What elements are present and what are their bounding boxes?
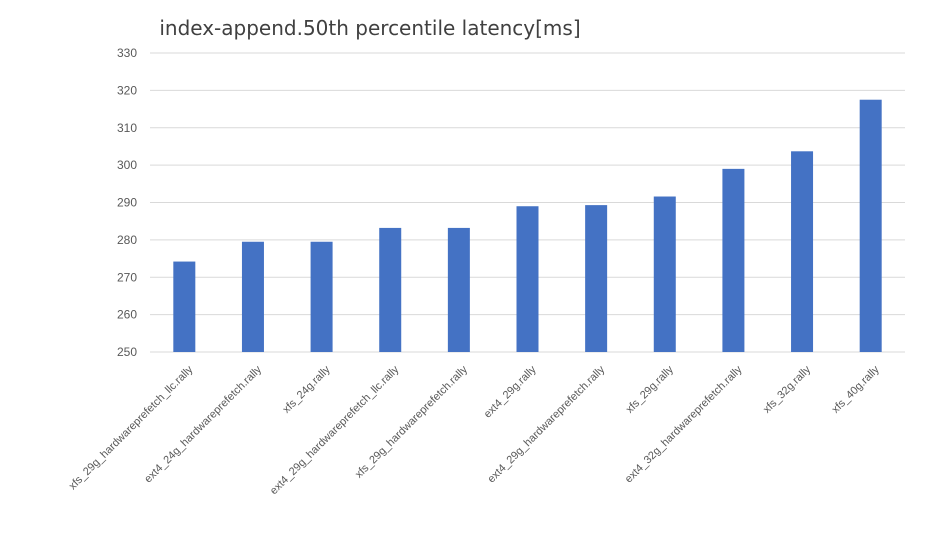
bar bbox=[722, 168, 745, 352]
y-axis-tick-labels: 250 260 270 280 290 300 310 320 330 bbox=[117, 46, 137, 359]
x-category-label: ext4_29g.rally bbox=[482, 363, 539, 420]
x-category-label: xfs_32g.rally bbox=[761, 363, 814, 416]
y-tick-label: 250 bbox=[117, 345, 137, 359]
bar bbox=[447, 227, 470, 352]
x-category-label: xfs_29g_hardwareprefetch.rally bbox=[353, 363, 470, 480]
bar bbox=[516, 206, 539, 352]
x-axis-category-labels: xfs_29g_hardwareprefetch_llc.rallyext4_2… bbox=[67, 363, 882, 497]
x-category-label: xfs_24g.rally bbox=[281, 363, 334, 416]
x-category-label: ext4_24g_hardwareprefetch.rally bbox=[142, 363, 264, 485]
x-category-label: xfs_29g_hardwareprefetch_llc.rally bbox=[67, 363, 196, 492]
y-tick-label: 310 bbox=[117, 121, 137, 135]
chart-title: index-append.50th percentile latency[ms] bbox=[159, 16, 581, 40]
bar bbox=[173, 261, 196, 352]
bar bbox=[310, 241, 333, 352]
x-category-label: xfs_40g.rally bbox=[830, 363, 883, 416]
y-tick-label: 290 bbox=[117, 196, 137, 210]
y-tick-label: 330 bbox=[117, 46, 137, 60]
bar bbox=[791, 151, 814, 352]
y-tick-label: 280 bbox=[117, 233, 137, 247]
y-tick-label: 270 bbox=[117, 270, 137, 284]
y-tick-label: 300 bbox=[117, 158, 137, 172]
bar bbox=[241, 241, 264, 352]
bar bbox=[859, 99, 882, 352]
bars bbox=[173, 99, 882, 352]
x-category-label: ext4_32g_hardwareprefetch.rally bbox=[623, 363, 745, 485]
x-category-label: xfs_29g.rally bbox=[624, 363, 677, 416]
bar bbox=[653, 196, 676, 352]
bar bbox=[585, 205, 608, 352]
x-category-label: ext4_29g_hardwareprefetch.rally bbox=[485, 363, 607, 485]
y-tick-label: 260 bbox=[117, 308, 137, 322]
bar bbox=[379, 227, 402, 352]
x-category-label: ext4_29g_hardwareprefetch_llc.rally bbox=[268, 363, 402, 497]
y-tick-label: 320 bbox=[117, 83, 137, 97]
